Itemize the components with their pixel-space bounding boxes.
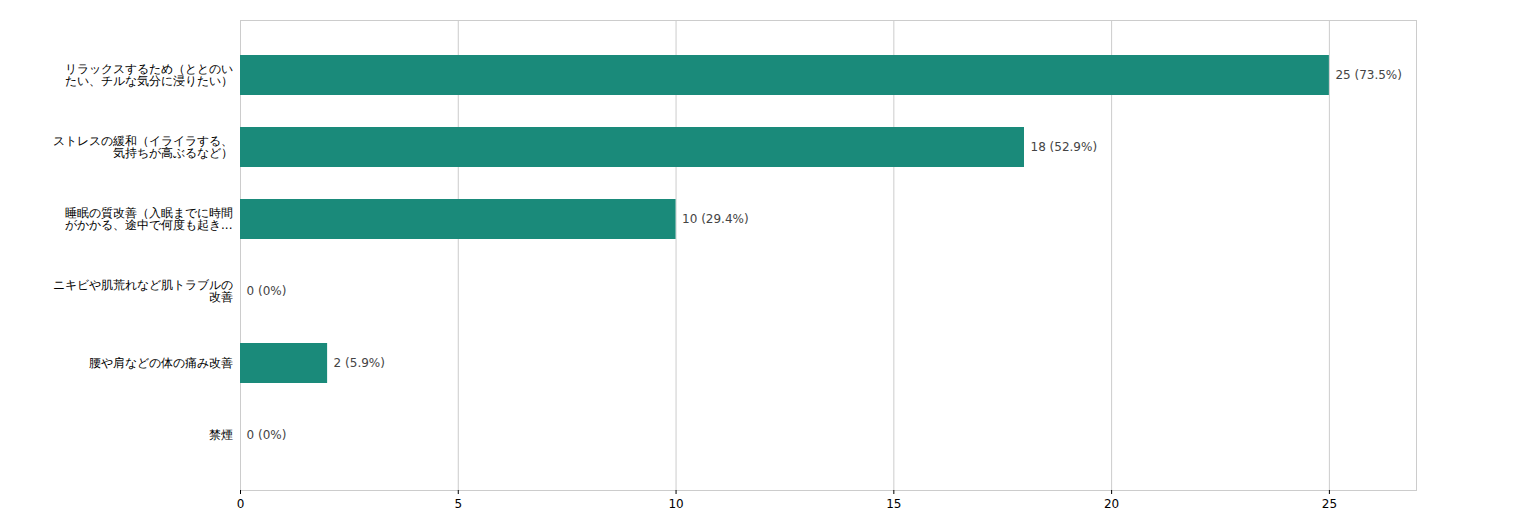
svg-text:25: 25 bbox=[1322, 497, 1337, 511]
svg-text:10 (29.4%): 10 (29.4%) bbox=[682, 212, 749, 226]
svg-text:0 (0%): 0 (0%) bbox=[247, 284, 287, 298]
svg-text:25 (73.5%): 25 (73.5%) bbox=[1335, 68, 1402, 82]
svg-text:ニキビや肌荒れなど肌トラブルの改善: ニキビや肌荒れなど肌トラブルの改善 bbox=[53, 278, 233, 304]
svg-text:ストレスの緩和（イライラする、気持ちが高ぶるなど）: ストレスの緩和（イライラする、気持ちが高ぶるなど） bbox=[53, 134, 233, 160]
svg-text:0 (0%): 0 (0%) bbox=[247, 428, 287, 442]
svg-text:リラックスするため（ととのいたい、チルな気分に浸りたい）: リラックスするため（ととのいたい、チルな気分に浸りたい） bbox=[65, 62, 233, 88]
svg-text:20: 20 bbox=[1104, 497, 1119, 511]
svg-text:10: 10 bbox=[668, 497, 683, 511]
svg-text:0: 0 bbox=[237, 497, 245, 511]
svg-text:5: 5 bbox=[454, 497, 462, 511]
svg-text:2 (5.9%): 2 (5.9%) bbox=[334, 356, 385, 370]
svg-text:禁煙: 禁煙 bbox=[209, 428, 233, 442]
svg-text:18 (52.9%): 18 (52.9%) bbox=[1031, 140, 1098, 154]
svg-text:睡眠の質改善（入眠までに時間がかかる、途中で何度も起き...: 睡眠の質改善（入眠までに時間がかかる、途中で何度も起き... bbox=[65, 206, 233, 232]
svg-text:腰や肩などの体の痛み改善: 腰や肩などの体の痛み改善 bbox=[89, 356, 233, 370]
svg-text:15: 15 bbox=[886, 497, 901, 511]
